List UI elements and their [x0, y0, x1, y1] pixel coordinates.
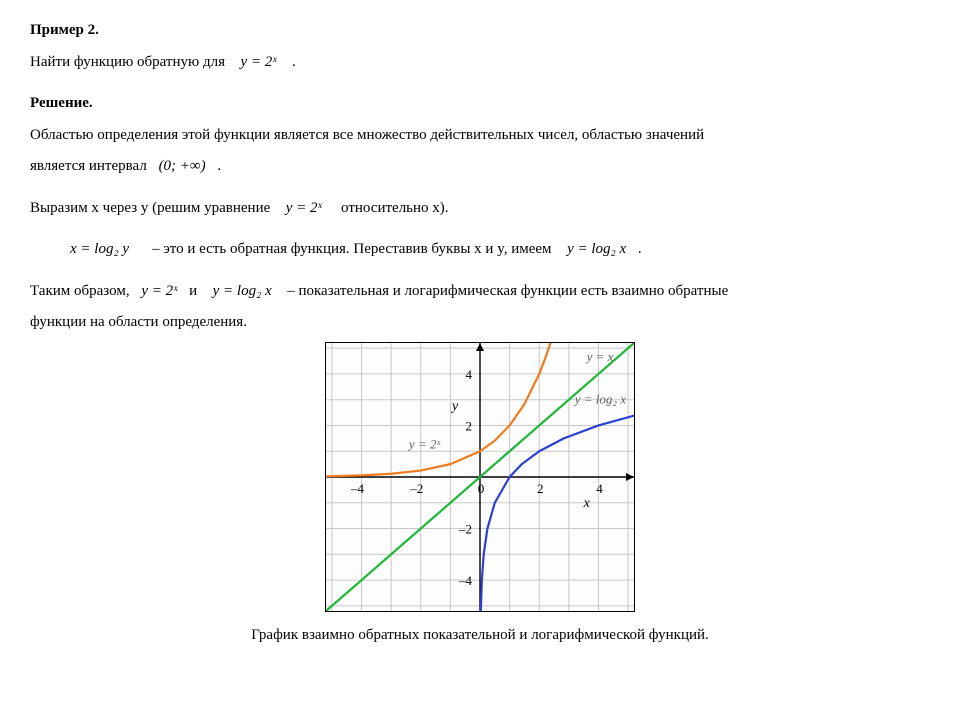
- solution-label: Решение.: [30, 91, 930, 117]
- document-page: { "header": { "example": "Пример 2.", "t…: [0, 0, 960, 720]
- svg-text:2: 2: [466, 418, 473, 433]
- svg-text:–2: –2: [458, 521, 472, 536]
- para4-line2: функции на области определения.: [30, 310, 930, 336]
- svg-text:0: 0: [478, 481, 485, 496]
- svg-text:4: 4: [596, 481, 603, 496]
- task-formula: y = 2ˣ: [240, 50, 276, 76]
- inverse-functions-chart: –4–2024–4–224xyy = 2ˣy = xy = log₂ x: [325, 342, 635, 612]
- para1-c: .: [217, 154, 221, 180]
- task-period: .: [292, 50, 296, 76]
- chart-caption: График взаимно обратных показательной и …: [30, 623, 930, 649]
- svg-text:y = log₂ x: y = log₂ x: [573, 391, 626, 406]
- para2-b: относительно x).: [341, 196, 449, 222]
- para4-a: Таким образом,: [30, 279, 130, 305]
- task-line: Найти функцию обратную для y = 2ˣ .: [30, 50, 930, 76]
- svg-text:2: 2: [537, 481, 544, 496]
- svg-text:–2: –2: [409, 481, 423, 496]
- para2: Выразим x через y (решим уравнение y = 2…: [30, 196, 930, 222]
- para4-b: – показательная и логарифмическая функци…: [287, 279, 728, 305]
- para4-line1: Таким образом, y = 2ˣ и y = log₂ x – пок…: [30, 279, 930, 305]
- svg-text:y: y: [450, 399, 459, 414]
- para4-f1: y = 2ˣ: [141, 279, 177, 305]
- svg-text:x: x: [583, 496, 591, 511]
- task-prefix: Найти функцию обратную для: [30, 50, 225, 76]
- para2-a: Выразим x через y (решим уравнение: [30, 196, 270, 222]
- example-title: Пример 2.: [30, 18, 930, 44]
- para1-line1: Областью определения этой функции являет…: [30, 123, 930, 149]
- svg-text:4: 4: [466, 366, 473, 381]
- para4-f2: y = log₂ x: [213, 279, 272, 305]
- svg-text:y = x: y = x: [585, 349, 614, 364]
- para3-a: – это и есть обратная функция. Перестави…: [152, 237, 551, 263]
- para3: x = log₂ y – это и есть обратная функция…: [70, 237, 930, 263]
- para4-and: и: [189, 279, 197, 305]
- para1-b: является интервал: [30, 154, 147, 180]
- svg-text:–4: –4: [350, 481, 365, 496]
- para1-line2: является интервал (0; +∞) .: [30, 154, 930, 180]
- para3-formula: x = log₂ y: [70, 237, 129, 263]
- para3-formula2: y = log₂ x: [567, 237, 626, 263]
- svg-text:–4: –4: [458, 573, 473, 588]
- interval: (0; +∞): [159, 154, 206, 180]
- chart-container: –4–2024–4–224xyy = 2ˣy = xy = log₂ x: [30, 342, 930, 617]
- svg-text:y = 2ˣ: y = 2ˣ: [407, 436, 441, 451]
- para3-b: .: [638, 237, 642, 263]
- para2-formula: y = 2ˣ: [286, 196, 322, 222]
